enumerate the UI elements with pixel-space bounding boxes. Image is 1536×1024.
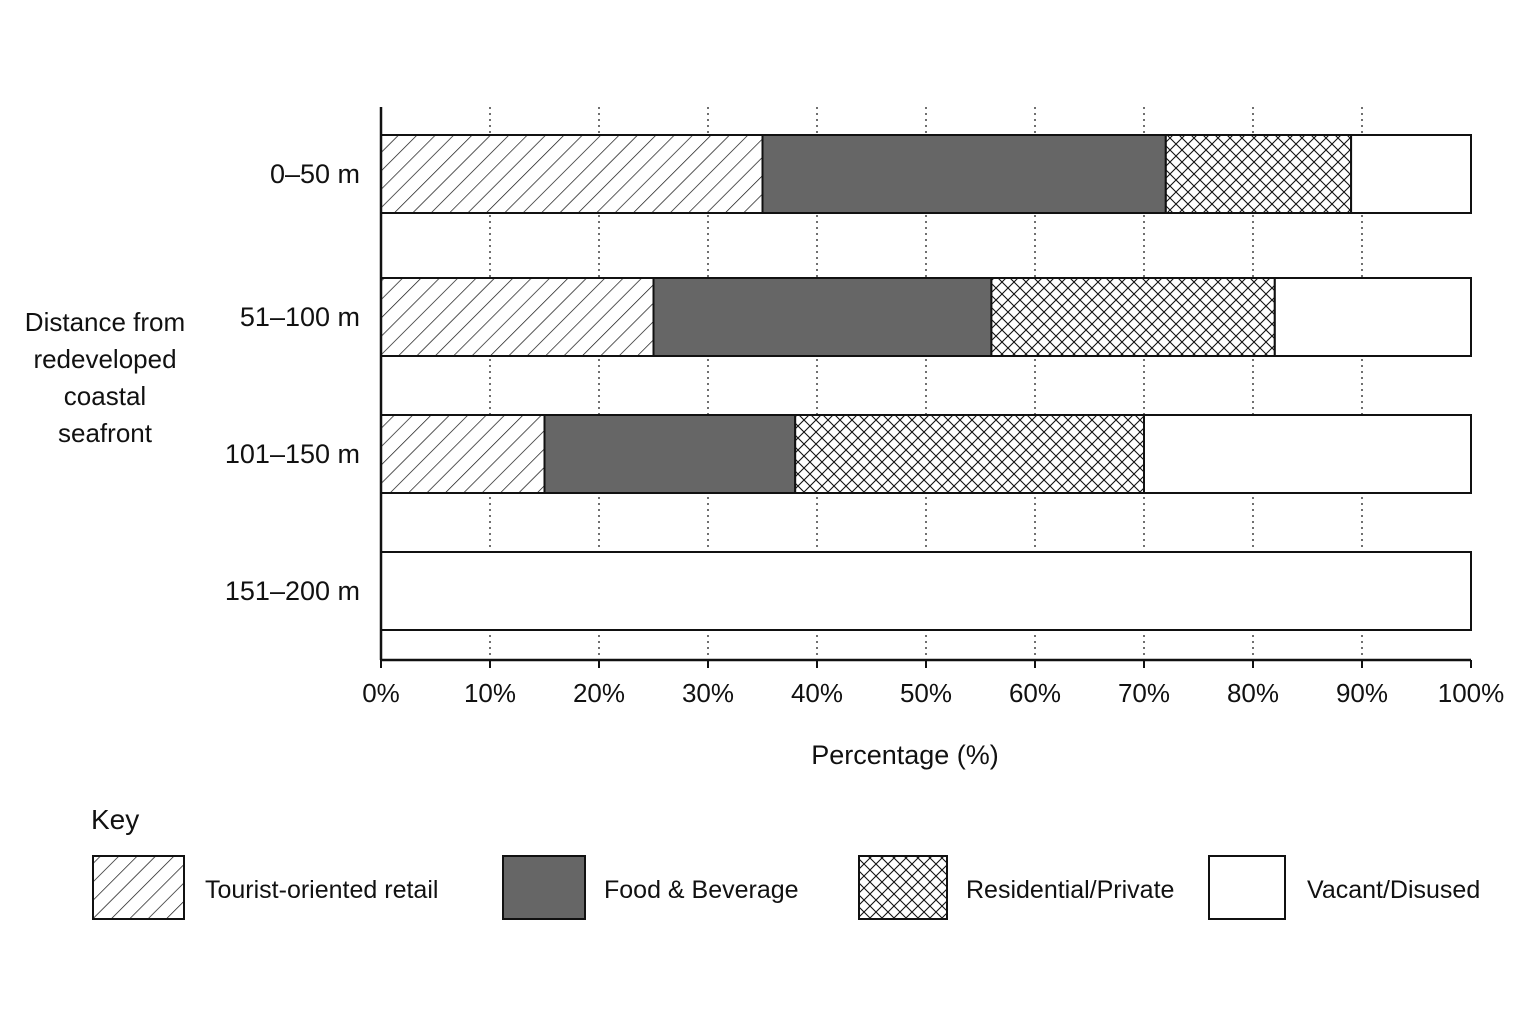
y-axis-title-line: seafront [58, 418, 153, 448]
x-tick-label: 100% [1438, 678, 1505, 708]
legend-swatch-residential-private [858, 855, 948, 920]
x-tick-label: 50% [900, 678, 952, 708]
y-axis-title: Distance from redeveloped coastal seafront [25, 307, 185, 448]
x-tick-label: 40% [791, 678, 843, 708]
category-label: 51–100 m [240, 302, 360, 332]
bar-segment-food-beverage-1 [652, 277, 993, 357]
x-tick-labels: 0% 10% 20% 30% 40% 50% 60% 70% 80% 90% 100% [362, 678, 1504, 708]
bar-segment-vacant-disused-3 [380, 551, 1472, 631]
bar-segment-tourist-oriented-retail-2 [380, 414, 546, 494]
bar-segment-residential-private-0 [1164, 134, 1353, 214]
gridlines [489, 107, 1363, 660]
category-labels: 0–50 m 51–100 m 101–150 m 151–200 m [225, 159, 360, 606]
bar-segment-residential-private-1 [990, 277, 1276, 357]
x-tick-label: 60% [1009, 678, 1061, 708]
bar-segment-residential-private-2 [794, 414, 1145, 494]
bar-segment-vacant-disused-0 [1350, 134, 1472, 214]
bar-segment-tourist-oriented-retail-1 [380, 277, 655, 357]
legend: Tourist-oriented retail Food & Beverage Re… [92, 855, 1480, 920]
bars [380, 134, 1473, 631]
y-axis-title-line: coastal [64, 381, 146, 411]
x-tick-label: 80% [1227, 678, 1279, 708]
legend-label: Tourist-oriented retail [205, 876, 438, 904]
bar-segment-vacant-disused-1 [1273, 277, 1473, 357]
legend-title: Key [91, 804, 139, 835]
y-axis-title-line: redeveloped [33, 344, 176, 374]
bar-segment-vacant-disused-2 [1143, 414, 1472, 494]
x-tick-label: 10% [464, 678, 516, 708]
x-tick-label: 30% [682, 678, 734, 708]
category-label: 151–200 m [225, 576, 360, 606]
y-axis-title-line: Distance from [25, 307, 185, 337]
category-label: 0–50 m [270, 159, 360, 189]
x-axis-title: Percentage (%) [811, 740, 999, 770]
bar-segment-food-beverage-2 [543, 414, 797, 494]
legend-label: Residential/Private [966, 876, 1174, 904]
legend-label: Vacant/Disused [1307, 876, 1480, 904]
axes [379, 107, 1472, 668]
legend-swatch-food-beverage [502, 855, 586, 920]
category-label: 101–150 m [225, 439, 360, 469]
x-tick-label: 20% [573, 678, 625, 708]
legend-label: Food & Beverage [604, 876, 799, 904]
x-tick-label: 90% [1336, 678, 1388, 708]
bar-segment-food-beverage-0 [761, 134, 1167, 214]
x-tick-label: 0% [362, 678, 400, 708]
legend-swatch-tourist-oriented-retail [92, 855, 185, 920]
bar-segment-tourist-oriented-retail-0 [380, 134, 764, 214]
x-tick-label: 70% [1118, 678, 1170, 708]
legend-swatch-vacant-disused [1208, 855, 1286, 920]
